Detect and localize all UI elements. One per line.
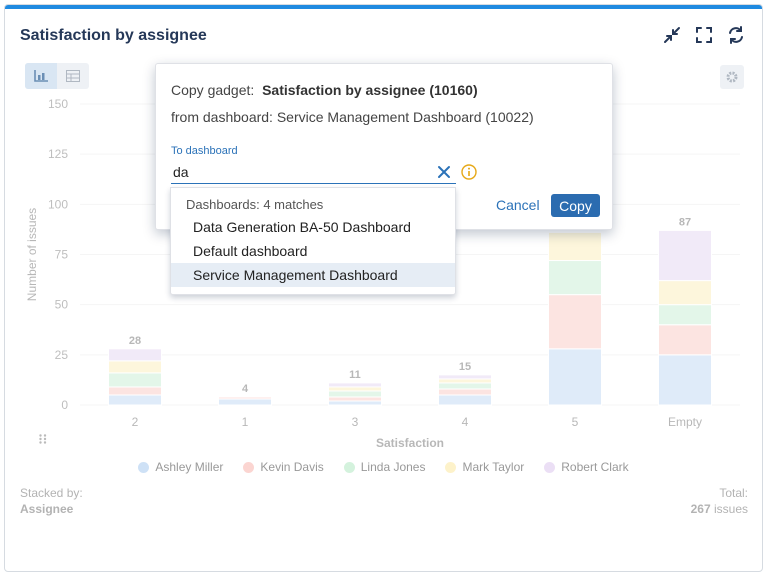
- header-icons: [662, 25, 746, 45]
- x-tick-label: 3: [352, 415, 359, 429]
- drag-handle-icon[interactable]: [39, 431, 47, 449]
- legend-label: Mark Taylor: [462, 460, 525, 474]
- legend-item[interactable]: Ashley Miller: [138, 460, 223, 474]
- accent-bar: [5, 5, 762, 9]
- bar-segment: [108, 386, 162, 396]
- bar-total-label: 28: [129, 335, 141, 347]
- dropdown-item-selected[interactable]: Service Management Dashboard: [171, 263, 455, 287]
- dashboard-dropdown: Dashboards: 4 matches Data Generation BA…: [170, 187, 456, 295]
- total-label: Total:: [719, 486, 748, 500]
- total-unit: issues: [713, 502, 748, 516]
- gear-icon[interactable]: [720, 65, 744, 89]
- legend-item[interactable]: Linda Jones: [343, 460, 426, 474]
- bar-segment: [328, 382, 382, 388]
- bar-segment: [548, 294, 602, 350]
- bar-segment: [438, 378, 492, 384]
- bar-segment: [548, 348, 602, 406]
- bar-total-label: 15: [459, 361, 471, 373]
- bar-segment: [438, 374, 492, 380]
- bar-segment: [108, 372, 162, 388]
- bar-chart-icon[interactable]: [25, 63, 57, 89]
- to-dashboard-input[interactable]: [171, 160, 456, 184]
- stacked-by-value: Assignee: [20, 502, 74, 516]
- legend-swatch: [544, 461, 556, 473]
- bar-segment: [658, 324, 712, 356]
- bar-segment: [438, 382, 492, 390]
- bar-segment: [218, 398, 272, 406]
- to-dashboard-label: To dashboard: [171, 145, 238, 157]
- x-tick-label: 4: [462, 415, 469, 429]
- bar-segment: [658, 229, 712, 282]
- y-tick-label: 75: [55, 248, 69, 262]
- bar-segment: [658, 280, 712, 306]
- clear-icon[interactable]: [437, 165, 451, 179]
- x-tick-label: 1: [242, 415, 249, 429]
- y-axis-label: Number of issues: [25, 208, 39, 301]
- bar-segment: [108, 360, 162, 374]
- legend-item[interactable]: Robert Clark: [544, 460, 629, 474]
- legend-swatch: [445, 461, 457, 473]
- refresh-icon[interactable]: [726, 25, 746, 45]
- legend-label: Linda Jones: [360, 460, 426, 474]
- legend-swatch: [343, 461, 355, 473]
- y-tick-label: 25: [55, 348, 69, 362]
- bar-segment: [438, 394, 492, 406]
- y-tick-label: 100: [48, 197, 68, 211]
- x-tick-label: 2: [132, 415, 139, 429]
- bar-total-label: 87: [679, 216, 691, 228]
- copy-gadget-prefix: Copy gadget:: [171, 82, 255, 98]
- total-count: 267: [690, 502, 711, 516]
- dropdown-item[interactable]: Data Generation BA-50 Dashboard: [193, 219, 411, 235]
- stacked-by-label: Stacked by:: [20, 486, 83, 500]
- bar-segment: [328, 390, 382, 398]
- cancel-button[interactable]: Cancel: [496, 197, 540, 213]
- dropdown-header: Dashboards: 4 matches: [186, 197, 324, 212]
- legend-item[interactable]: Kevin Davis: [243, 460, 324, 474]
- chart-legend: Ashley Miller Kevin Davis Linda Jones Mark …: [5, 460, 762, 474]
- bar-segment: [548, 231, 602, 262]
- bar-total-label: 4: [242, 383, 249, 395]
- table-icon[interactable]: [57, 63, 89, 89]
- copy-gadget-dialog: Copy gadget: Satisfaction by assignee (1…: [155, 63, 613, 230]
- bar-segment: [108, 394, 162, 406]
- copy-button[interactable]: Copy: [551, 194, 600, 217]
- dropdown-item[interactable]: Default dashboard: [193, 243, 308, 259]
- legend-label: Robert Clark: [561, 460, 629, 474]
- y-tick-label: 50: [55, 298, 69, 312]
- bar-segment: [658, 354, 712, 406]
- view-toggle: [25, 63, 89, 89]
- copy-gadget-heading: Copy gadget: Satisfaction by assignee (1…: [171, 82, 478, 98]
- gadget-title: Satisfaction by assignee: [20, 27, 207, 44]
- legend-item[interactable]: Mark Taylor: [445, 460, 524, 474]
- y-tick-label: 125: [48, 147, 68, 161]
- bar-segment: [658, 304, 712, 326]
- bar-total-label: 11: [349, 369, 361, 381]
- bar-segment: [328, 386, 382, 392]
- legend-label: Kevin Davis: [260, 460, 324, 474]
- bar-segment: [218, 396, 272, 400]
- x-tick-label: 5: [572, 415, 579, 429]
- bar-segment: [438, 388, 492, 396]
- bar-segment: [328, 400, 382, 406]
- y-tick-label: 150: [48, 97, 68, 111]
- y-tick-label: 0: [61, 398, 68, 412]
- bar-segment: [108, 348, 162, 362]
- legend-swatch: [138, 461, 150, 473]
- bar-segment: [328, 396, 382, 402]
- legend-swatch: [243, 461, 255, 473]
- x-axis-label: Satisfaction: [376, 436, 444, 450]
- fullscreen-icon[interactable]: [694, 25, 714, 45]
- legend-label: Ashley Miller: [155, 460, 224, 474]
- info-icon[interactable]: [461, 164, 477, 180]
- bar-segment: [548, 260, 602, 296]
- collapse-icon[interactable]: [662, 25, 682, 45]
- copy-gadget-name: Satisfaction by assignee (10160): [262, 82, 478, 98]
- stacked-by-info: Stacked by: Assignee: [20, 485, 83, 517]
- x-tick-label: Empty: [668, 415, 702, 429]
- total-info: Total: 267 issues: [691, 485, 748, 517]
- from-dashboard-text: from dashboard: Service Management Dashb…: [171, 109, 534, 125]
